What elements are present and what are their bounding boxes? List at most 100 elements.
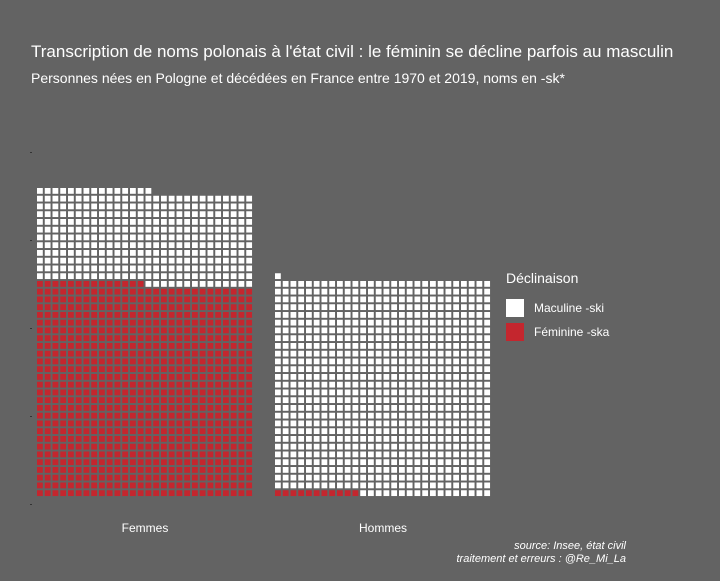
feminine-cell: [99, 467, 105, 473]
masculine-cell: [192, 234, 198, 241]
masculine-cell: [375, 343, 382, 349]
masculine-cell: [430, 381, 436, 388]
feminine-cell: [161, 436, 167, 442]
masculine-cell: [484, 459, 491, 466]
masculine-cell: [430, 374, 436, 380]
feminine-cell: [75, 288, 82, 295]
feminine-cell: [137, 358, 144, 365]
masculine-cell: [461, 451, 467, 458]
feminine-cell: [37, 304, 43, 311]
feminine-cell: [223, 335, 229, 342]
feminine-cell: [184, 319, 191, 326]
masculine-cell: [137, 188, 144, 194]
masculine-cell: [282, 474, 289, 481]
masculine-cell: [321, 312, 328, 318]
masculine-cell: [161, 211, 167, 218]
masculine-cell: [383, 412, 390, 419]
masculine-cell: [275, 366, 281, 373]
masculine-cell: [68, 250, 74, 256]
masculine-cell: [445, 319, 452, 326]
masculine-cell: [437, 366, 444, 373]
feminine-cell: [207, 304, 214, 311]
masculine-cell: [168, 203, 175, 210]
masculine-cell: [298, 412, 305, 419]
masculine-cell: [344, 319, 351, 326]
masculine-cell: [161, 195, 167, 202]
masculine-cell: [329, 358, 336, 365]
masculine-cell: [368, 482, 374, 489]
feminine-cell: [153, 459, 160, 466]
feminine-cell: [184, 288, 191, 295]
feminine-cell: [75, 436, 82, 442]
masculine-cell: [246, 265, 253, 272]
masculine-cell: [399, 397, 405, 404]
feminine-cell: [106, 490, 113, 497]
masculine-cell: [430, 288, 436, 295]
masculine-cell: [344, 428, 351, 435]
feminine-cell: [99, 451, 105, 458]
masculine-cell: [290, 467, 297, 473]
masculine-cell: [476, 358, 483, 365]
masculine-cell: [484, 319, 491, 326]
feminine-cell: [238, 436, 245, 442]
feminine-cell: [168, 490, 175, 497]
masculine-cell: [52, 250, 59, 256]
feminine-cell: [44, 482, 51, 489]
feminine-cell: [246, 374, 253, 380]
feminine-cell: [207, 451, 214, 458]
masculine-cell: [282, 428, 289, 435]
feminine-cell: [238, 358, 245, 365]
feminine-cell: [215, 374, 222, 380]
masculine-cell: [321, 358, 328, 365]
masculine-cell: [360, 281, 367, 287]
masculine-cell: [430, 420, 436, 427]
masculine-cell: [246, 226, 253, 233]
masculine-cell: [298, 312, 305, 318]
feminine-cell: [223, 350, 229, 357]
feminine-cell: [176, 312, 183, 318]
masculine-cell: [306, 443, 312, 450]
feminine-cell: [60, 405, 67, 411]
masculine-cell: [344, 397, 351, 404]
feminine-cell: [215, 312, 222, 318]
masculine-cell: [153, 203, 160, 210]
feminine-cell: [130, 350, 136, 357]
feminine-cell: [130, 304, 136, 311]
masculine-cell: [344, 350, 351, 357]
masculine-cell: [145, 226, 152, 233]
masculine-cell: [352, 288, 359, 295]
masculine-cell: [468, 288, 475, 295]
feminine-cell: [176, 358, 183, 365]
masculine-cell: [476, 436, 483, 442]
feminine-cell: [99, 436, 105, 442]
masculine-cell: [484, 397, 491, 404]
masculine-cell: [453, 405, 460, 411]
feminine-cell: [207, 350, 214, 357]
masculine-cell: [468, 459, 475, 466]
masculine-cell: [468, 389, 475, 396]
masculine-cell: [290, 327, 297, 334]
feminine-cell: [91, 358, 98, 365]
masculine-cell: [375, 281, 382, 287]
feminine-cell: [106, 327, 113, 334]
masculine-cell: [430, 350, 436, 357]
masculine-cell: [352, 412, 359, 419]
masculine-cell: [422, 397, 429, 404]
masculine-cell: [207, 234, 214, 241]
masculine-cell: [445, 428, 452, 435]
feminine-cell: [145, 490, 152, 497]
masculine-cell: [406, 467, 413, 473]
masculine-cell: [290, 312, 297, 318]
feminine-cell: [52, 335, 59, 342]
feminine-cell: [168, 451, 175, 458]
masculine-cell: [306, 312, 312, 318]
feminine-cell: [207, 381, 214, 388]
masculine-cell: [352, 319, 359, 326]
feminine-cell: [199, 412, 206, 419]
masculine-cell: [246, 203, 253, 210]
masculine-cell: [238, 257, 245, 264]
masculine-cell: [282, 459, 289, 466]
feminine-cell: [106, 366, 113, 373]
masculine-cell: [383, 381, 390, 388]
masculine-cell: [282, 319, 289, 326]
